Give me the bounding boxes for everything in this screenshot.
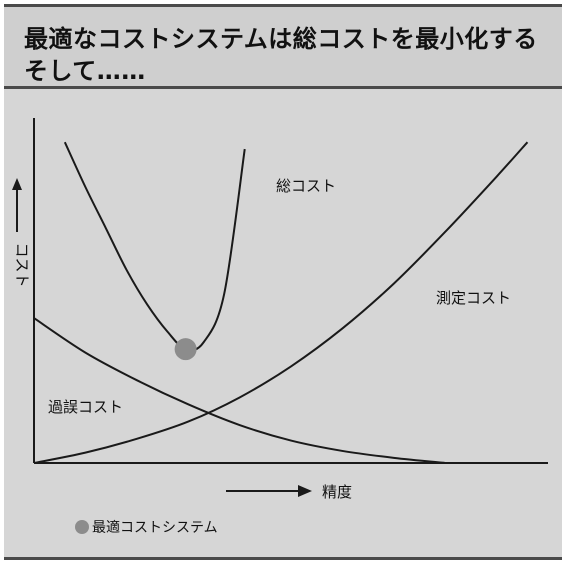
series-line-error-cost <box>33 317 446 464</box>
figure-frame: 最適なコストシステムは総コストを最小化する そして…… <box>4 4 562 560</box>
series-layer <box>33 141 529 464</box>
series-line-total-cost <box>63 141 246 352</box>
y-axis-label: コスト <box>13 242 31 287</box>
series-label-measurement-cost: 測定コスト <box>436 289 511 307</box>
legend-label: 最適コストシステム <box>92 519 218 536</box>
series-label-total-cost: 総コスト <box>276 177 336 195</box>
y-axis-arrow-head <box>12 178 22 190</box>
legend-marker <box>75 520 89 534</box>
chart-title-line-2: そして…… <box>24 57 146 85</box>
series-line-measurement-cost <box>33 141 529 464</box>
title-banner: 最適なコストシステムは総コストを最小化する そして…… <box>4 7 562 89</box>
chart-title-line-1: 最適なコストシステムは総コストを最小化する <box>24 25 538 53</box>
series-label-error-cost: 過誤コスト <box>48 398 123 416</box>
optimum-point-marker <box>174 338 197 361</box>
x-axis-label: 精度 <box>322 483 352 501</box>
x-axis-arrow-head <box>298 485 312 497</box>
